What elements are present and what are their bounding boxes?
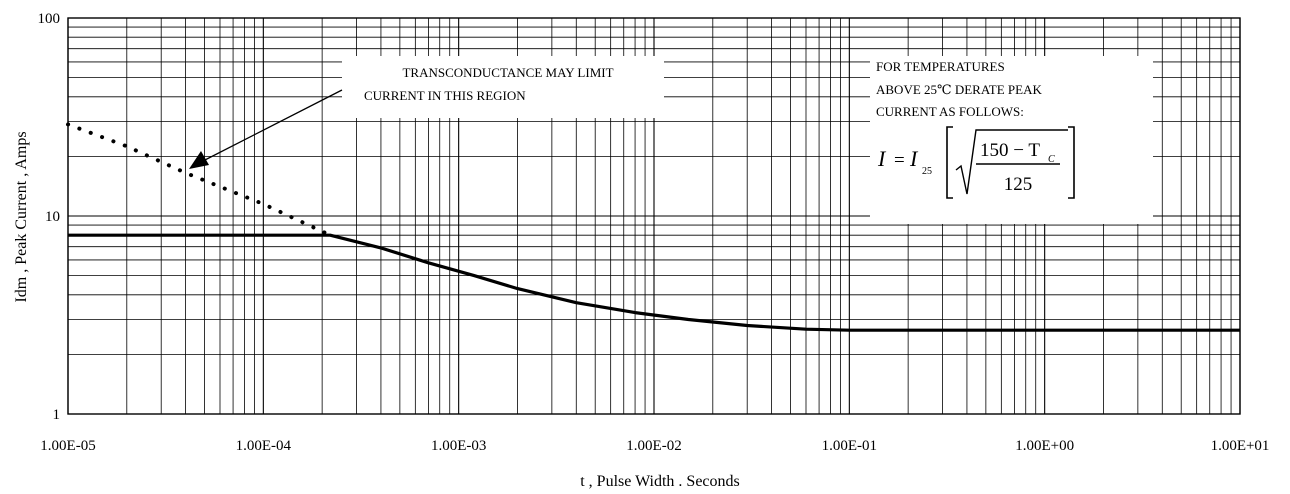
x-tick-label: 1.00E-01 xyxy=(822,438,877,454)
annotation-arrowhead xyxy=(189,151,209,169)
y-axis-label: Idm , Peak Current , Amps xyxy=(13,131,30,302)
formula-numerator: 150 − T xyxy=(980,140,1040,161)
derate-note-box xyxy=(870,56,1153,224)
plot-frame xyxy=(67,17,1241,415)
derating-formula: I = I 25 150 − T C 125 xyxy=(877,126,1075,199)
transconductance-note-line-2: CURRENT IN THIS REGION xyxy=(364,88,526,103)
x-tick-label: 1.00E+00 xyxy=(1015,438,1074,454)
formula-left-bracket xyxy=(946,126,953,199)
plot-lines xyxy=(66,122,1240,332)
formula-radical xyxy=(955,129,1068,195)
derate-note-line-2: ABOVE 25℃ DERATE PEAK xyxy=(876,82,1042,97)
derate-note-line-3: CURRENT AS FOLLOWS: xyxy=(876,104,1024,119)
formula-numerator-sub: C xyxy=(1048,154,1055,165)
formula-equals: = xyxy=(894,150,905,171)
annotation-boxes xyxy=(342,56,1153,224)
series-solid-line xyxy=(68,233,1240,332)
x-tick-label: 1.00E-05 xyxy=(40,438,95,454)
derate-note: FOR TEMPERATURES ABOVE 25℃ DERATE PEAK C… xyxy=(876,59,1042,119)
transconductance-note-box xyxy=(342,56,664,118)
series-dotted-line xyxy=(66,122,333,238)
formula-coef-sub: 25 xyxy=(922,166,932,177)
x-axis-label: t , Pulse Width . Seconds xyxy=(580,473,740,490)
y-tick-label: 100 xyxy=(38,11,61,27)
derate-note-line-1: FOR TEMPERATURES xyxy=(876,59,1005,74)
y-tick-label: 1 xyxy=(53,407,61,423)
x-tick-label: 1.00E-03 xyxy=(431,438,486,454)
annotation-arrow-line xyxy=(200,89,343,163)
formula-lhs: I xyxy=(877,146,887,171)
x-tick-label: 1.00E-02 xyxy=(626,438,681,454)
tick-labels: 1.00E-05 1.00E-04 1.00E-03 1.00E-02 1.00E-01… xyxy=(38,11,1270,454)
formula-denominator: 125 xyxy=(1004,174,1033,195)
plot-border xyxy=(67,17,1241,415)
formula-right-bracket xyxy=(1068,126,1075,199)
y-tick-label: 10 xyxy=(45,209,60,225)
formula-coef: I xyxy=(909,146,919,171)
x-tick-label: 1.00E-04 xyxy=(236,438,292,454)
transconductance-note: TRANSCONDUCTANCE MAY LIMIT CURRENT IN TH… xyxy=(189,65,614,169)
transconductance-note-line-1: TRANSCONDUCTANCE MAY LIMIT xyxy=(402,65,613,80)
x-tick-label: 1.00E+01 xyxy=(1211,438,1270,454)
